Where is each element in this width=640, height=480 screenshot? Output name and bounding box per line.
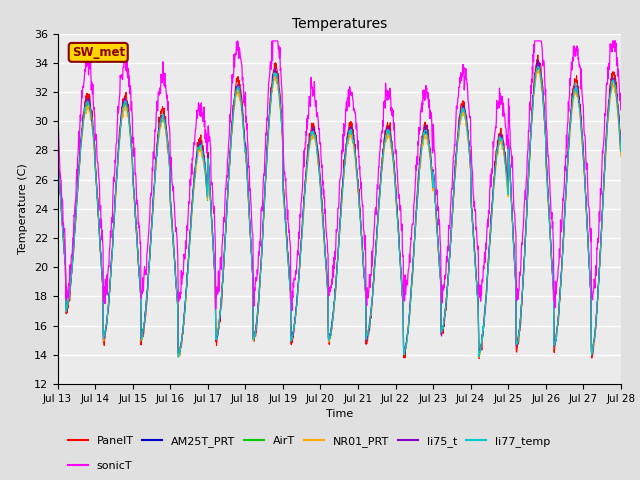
Y-axis label: Temperature (C): Temperature (C) [18,163,28,254]
X-axis label: Time: Time [326,409,353,419]
Legend: sonicT: sonicT [63,456,136,475]
Title: Temperatures: Temperatures [292,17,387,31]
Text: SW_met: SW_met [72,46,125,59]
